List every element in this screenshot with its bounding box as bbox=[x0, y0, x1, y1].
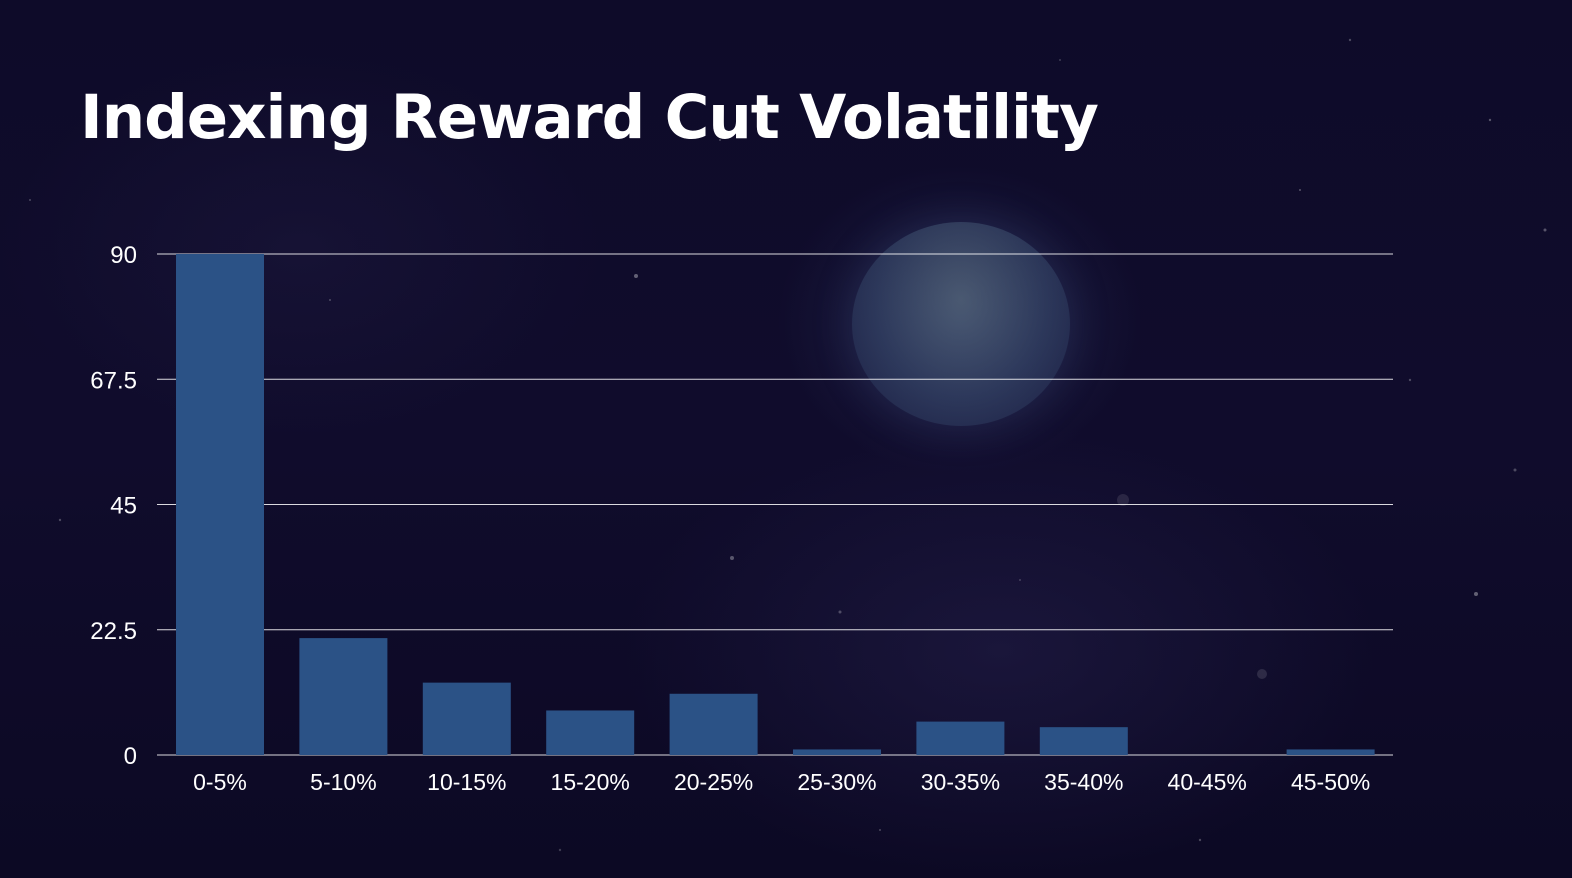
y-tick-label: 0 bbox=[124, 743, 137, 770]
x-tick-label: 20-25% bbox=[674, 769, 753, 795]
x-tick-label: 45-50% bbox=[1291, 769, 1370, 795]
y-tick-label: 67.5 bbox=[90, 367, 137, 394]
bar-20-25% bbox=[669, 693, 758, 755]
y-axis-tick-labels: 0 22.5 45 67.5 90 bbox=[90, 242, 137, 770]
y-tick-label: 45 bbox=[110, 493, 137, 520]
bar-0-5% bbox=[176, 254, 264, 755]
x-tick-label: 5-10% bbox=[310, 769, 376, 795]
bar-30-35% bbox=[916, 721, 1005, 755]
chart-title: Indexing Reward Cut Volatility bbox=[80, 82, 1099, 153]
bars bbox=[176, 254, 1375, 755]
x-tick-label: 40-45% bbox=[1168, 769, 1247, 795]
y-tick-label: 90 bbox=[110, 242, 137, 269]
bar-45-50% bbox=[1286, 749, 1375, 755]
bar-15-20% bbox=[546, 710, 635, 755]
bar-5-10% bbox=[299, 638, 388, 755]
bar-35-40% bbox=[1039, 727, 1128, 755]
bar-10-15% bbox=[422, 682, 511, 755]
x-tick-label: 10-15% bbox=[427, 769, 506, 795]
bar-25-30% bbox=[793, 749, 881, 755]
planet-decoration bbox=[852, 222, 1070, 426]
x-tick-label: 25-30% bbox=[797, 769, 876, 795]
y-tick-label: 22.5 bbox=[90, 618, 137, 645]
x-tick-label: 0-5% bbox=[193, 769, 247, 795]
x-tick-label: 35-40% bbox=[1044, 769, 1123, 795]
x-tick-label: 15-20% bbox=[551, 769, 630, 795]
x-axis-tick-labels: 0-5% 5-10% 10-15% 15-20% 20-25% 25-30% 30-35% 3… bbox=[193, 769, 1370, 795]
x-tick-label: 30-35% bbox=[921, 769, 1000, 795]
